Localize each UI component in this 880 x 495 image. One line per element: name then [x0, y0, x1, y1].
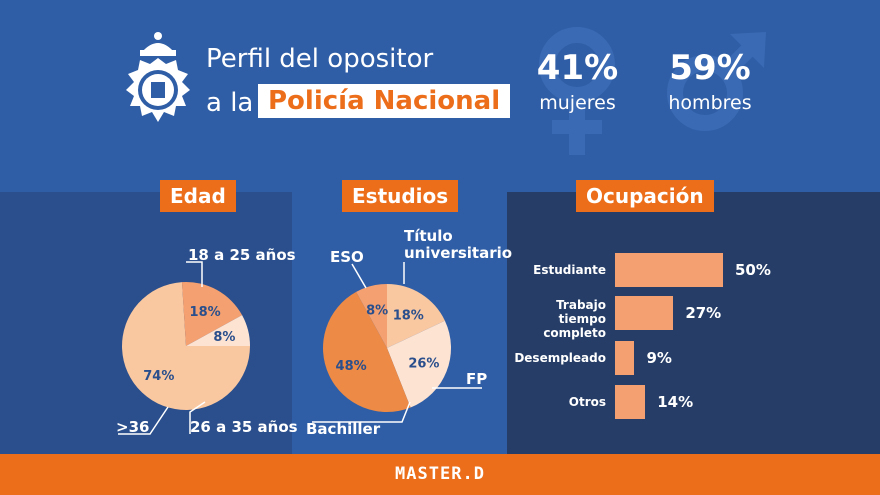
- pie-slice-label: 8%: [366, 304, 388, 319]
- pie-slice: [356, 284, 387, 348]
- pie-slice: [387, 284, 445, 348]
- title-highlight: Policía Nacional: [258, 84, 511, 118]
- leader-line: [351, 263, 367, 289]
- pie-slice: [122, 282, 250, 410]
- pie-slice: [186, 315, 250, 346]
- age-label-36: >36: [116, 418, 150, 436]
- pie-slice-label: 8%: [213, 330, 235, 345]
- bar-value-label: 27%: [685, 304, 722, 322]
- pie-slice-label: 26%: [408, 357, 439, 372]
- age-section-title: Edad: [160, 180, 236, 212]
- studies-label-eso: ESO: [330, 248, 364, 266]
- title-prefix: a la: [206, 88, 254, 118]
- age-pie-chart: 74% 18% 8%: [118, 261, 250, 435]
- male-symbol-icon: [667, 32, 766, 131]
- brand-logo: MASTER.D: [395, 464, 485, 484]
- bar-category-label: Estudiante: [533, 263, 606, 277]
- bar-value-label: 50%: [735, 261, 771, 279]
- age-label-18-25: 18 a 25 años: [188, 246, 296, 264]
- women-percent: 41%: [536, 48, 619, 88]
- leader-line: [186, 261, 203, 287]
- pie-slice: [387, 320, 451, 408]
- occupation-section-title: Ocupación: [576, 180, 714, 212]
- police-badge-icon: [126, 32, 190, 122]
- bar: [615, 341, 635, 375]
- leader-line: [189, 401, 206, 434]
- bar: [615, 253, 723, 287]
- bar: [615, 296, 674, 330]
- men-percent: 59%: [669, 48, 751, 88]
- occupation-panel: [507, 192, 880, 454]
- men-label: hombres: [668, 92, 752, 114]
- footer: [0, 454, 880, 495]
- pie-slice: [181, 282, 243, 346]
- female-symbol-icon: [539, 27, 615, 155]
- pie-slice-label: 18%: [393, 308, 424, 323]
- studies-label-fp: FP: [466, 370, 488, 388]
- pie-slice-label: 74%: [143, 369, 174, 384]
- leader-line: [312, 401, 411, 423]
- leader-line: [118, 406, 169, 435]
- bar: [615, 385, 646, 419]
- pie-slice-label: 48%: [336, 359, 367, 374]
- bar-value-label: 9%: [646, 349, 672, 367]
- studies-label-bachiller: Bachiller: [306, 420, 381, 438]
- pie-slice: [322, 291, 411, 412]
- title-line-1: Perfil del opositor: [206, 44, 434, 74]
- age-label-26-35: 26 a 35 años: [190, 418, 298, 436]
- bar-category-label: Trabajo tiempo completo: [543, 298, 606, 340]
- studies-pie-chart: 18% 26% 48% 8%: [312, 262, 482, 423]
- bar-category-label: Otros: [568, 395, 606, 409]
- pie-slice-label: 18%: [190, 305, 221, 320]
- bar-category-label: Desempleado: [514, 351, 606, 365]
- bar-value-label: 14%: [657, 393, 694, 411]
- women-label: mujeres: [539, 92, 616, 114]
- studies-label-universitario: Título universitario: [404, 227, 513, 262]
- studies-section-title: Estudios: [342, 180, 459, 212]
